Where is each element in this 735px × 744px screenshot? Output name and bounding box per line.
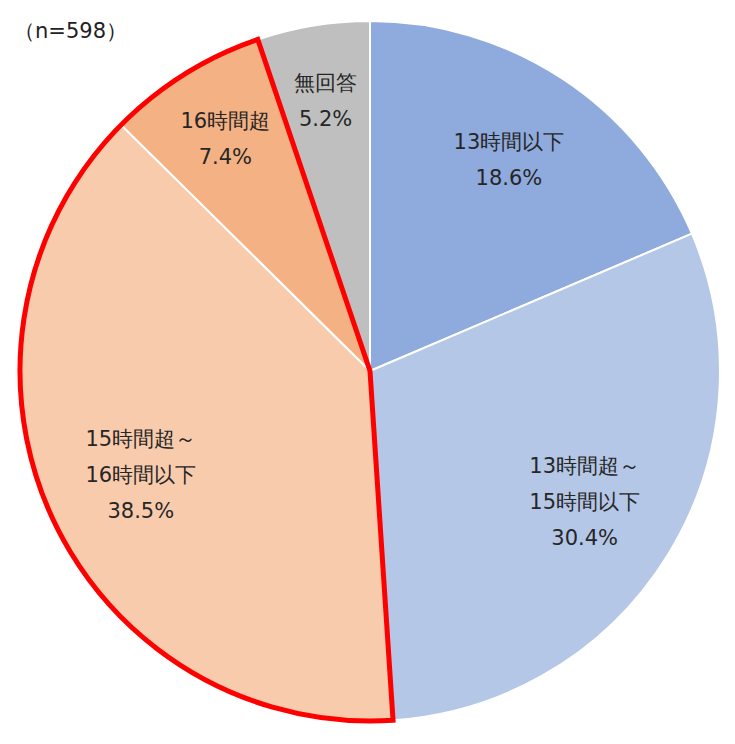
value-label: 38.5%: [107, 499, 174, 523]
category-label-line: 16時間超: [180, 109, 270, 133]
category-label-line: 15時間超～: [85, 427, 196, 451]
category-label: 15時間超～ 16時間以下: [85, 427, 196, 487]
value-label: 18.6%: [476, 166, 543, 190]
category-label-line: 16時間以下: [85, 463, 196, 487]
category-label: 13時間超～ 15時間以下: [529, 454, 640, 514]
category-label-line: 13時間以下: [454, 130, 565, 154]
slice: [370, 234, 720, 721]
data-labels: 13時間以下 18.6% 13時間超～ 15時間以下 30.4% 15時間超～ 16時間以下…: [85, 71, 640, 550]
category-label: 無回答: [294, 71, 357, 95]
category-label-line: 13時間超～: [529, 454, 640, 478]
category-label-line: 無回答: [294, 71, 357, 95]
category-label-line: 15時間以下: [529, 490, 640, 514]
subtitle: （n=598）: [14, 19, 127, 43]
pie: 13時間以下 18.6% 13時間超～ 15時間以下 30.4% 15時間超～ 16時間以下…: [20, 21, 720, 721]
category-label: 13時間以下: [454, 130, 565, 154]
highlight-outline: [20, 39, 393, 721]
value-label: 7.4%: [199, 145, 252, 169]
value-label: 30.4%: [551, 526, 618, 550]
chart: （n=598） 13時間以下 18.6% 13時間超～ 15時間以下 30.4% 15時間超…: [0, 0, 735, 744]
value-label: 5.2%: [299, 107, 352, 131]
category-label: 16時間超: [180, 109, 270, 133]
